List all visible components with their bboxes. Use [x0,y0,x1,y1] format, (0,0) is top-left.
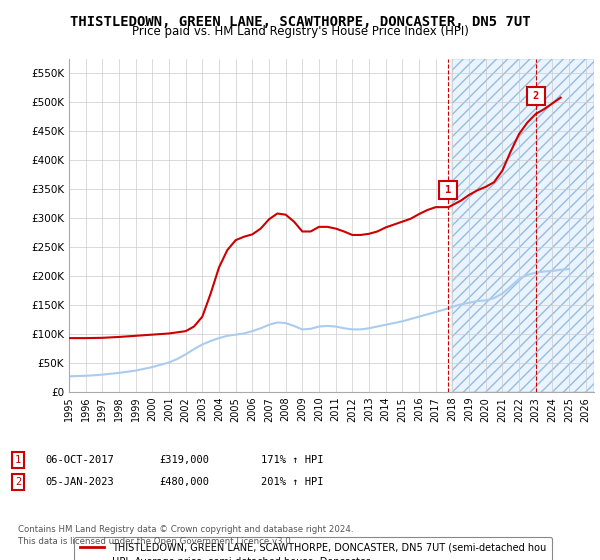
Text: 05-JAN-2023: 05-JAN-2023 [45,477,114,487]
Bar [452,59,594,392]
Text: 1: 1 [15,455,21,465]
Text: 1: 1 [445,185,452,195]
Text: £480,000: £480,000 [159,477,209,487]
Text: 06-OCT-2017: 06-OCT-2017 [45,455,114,465]
Text: 171% ↑ HPI: 171% ↑ HPI [261,455,323,465]
Bar [452,59,594,392]
Legend: THISTLEDOWN, GREEN LANE, SCAWTHORPE, DONCASTER, DN5 7UT (semi-detached hou, HPI:: THISTLEDOWN, GREEN LANE, SCAWTHORPE, DON… [74,537,552,560]
Text: THISTLEDOWN, GREEN LANE, SCAWTHORPE, DONCASTER, DN5 7UT: THISTLEDOWN, GREEN LANE, SCAWTHORPE, DON… [70,15,530,29]
Text: This data is licensed under the Open Government Licence v3.0.: This data is licensed under the Open Gov… [18,537,293,546]
Text: 2: 2 [15,477,21,487]
Text: 2: 2 [533,91,539,101]
Text: 201% ↑ HPI: 201% ↑ HPI [261,477,323,487]
Text: Contains HM Land Registry data © Crown copyright and database right 2024.: Contains HM Land Registry data © Crown c… [18,525,353,534]
Text: Price paid vs. HM Land Registry's House Price Index (HPI): Price paid vs. HM Land Registry's House … [131,25,469,38]
Text: £319,000: £319,000 [159,455,209,465]
